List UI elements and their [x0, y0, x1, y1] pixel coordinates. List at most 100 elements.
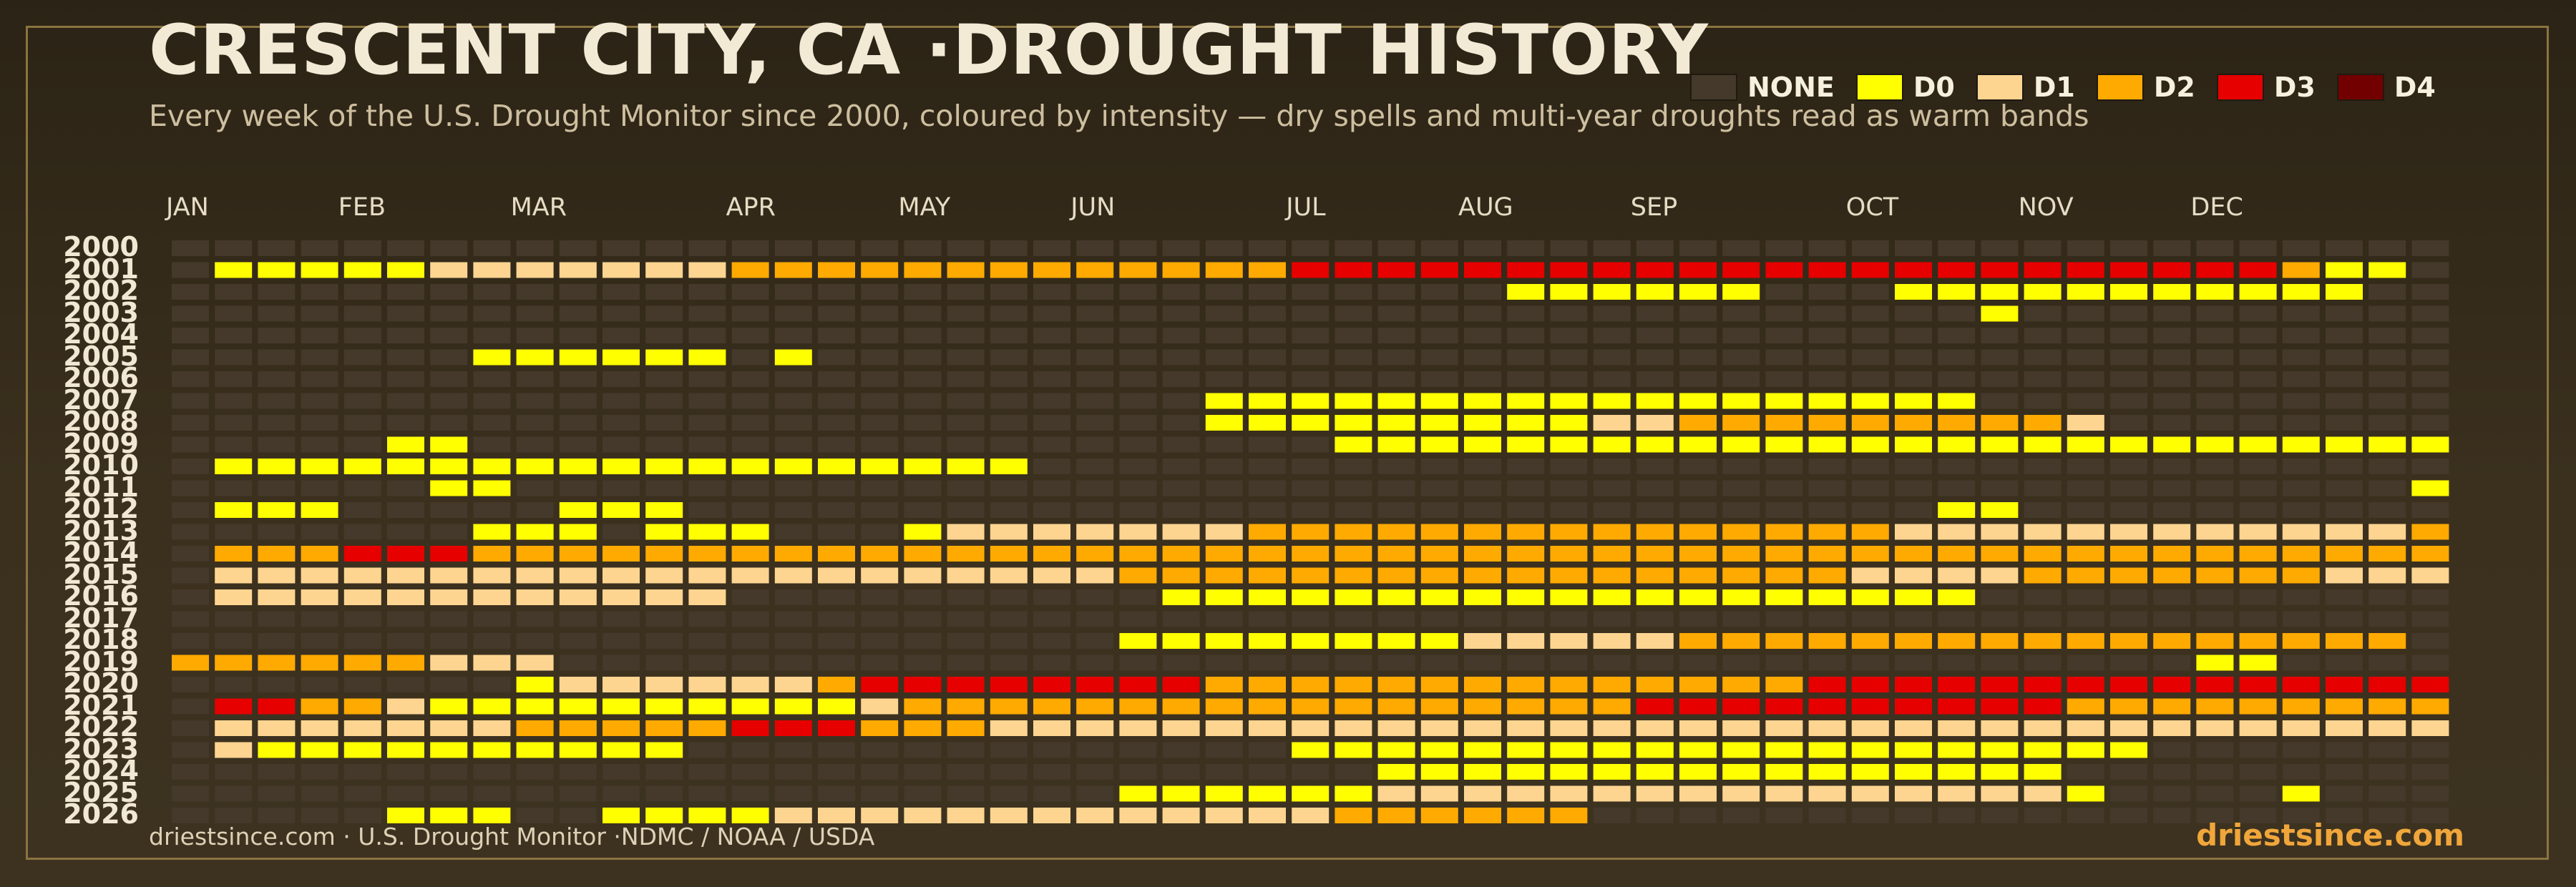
week-cell — [2067, 393, 2104, 409]
week-cell — [1292, 524, 1330, 540]
week-cell — [645, 546, 683, 562]
week-cell — [2239, 262, 2277, 278]
week-cell — [215, 436, 253, 453]
week-cell — [1249, 459, 1286, 474]
week-cell — [645, 502, 683, 518]
week-cell — [1938, 305, 1976, 322]
week-cell — [1981, 262, 2019, 278]
month-label-aug: AUG — [1458, 193, 1513, 222]
week-cell — [1420, 502, 1458, 518]
week-cell — [1205, 633, 1243, 649]
week-cell — [301, 633, 338, 649]
week-cell — [947, 633, 985, 649]
week-cell — [1636, 328, 1674, 343]
week-cell — [861, 655, 899, 671]
week-cell — [2326, 459, 2363, 474]
week-cell — [2411, 589, 2449, 605]
week-cell — [1765, 240, 1803, 256]
month-label-may: MAY — [898, 193, 951, 222]
week-cell — [2067, 262, 2104, 278]
year-label-2006: 2006 — [63, 362, 139, 393]
week-cell — [688, 459, 726, 474]
week-cell — [731, 502, 769, 518]
week-cell — [1292, 764, 1330, 780]
week-cell — [1420, 436, 1458, 453]
week-cell — [258, 589, 296, 605]
week-cell — [1292, 305, 1330, 322]
week-cell — [774, 415, 812, 431]
week-cell — [904, 742, 942, 758]
week-cell — [2067, 698, 2104, 715]
legend-label-d2: D2 — [2153, 72, 2195, 103]
week-cell — [731, 764, 769, 780]
week-cell — [645, 349, 683, 366]
week-cell — [688, 764, 726, 780]
week-cell — [1507, 262, 1545, 278]
week-cell — [1938, 393, 1976, 409]
week-cell — [904, 567, 942, 584]
week-cell — [990, 633, 1028, 649]
week-cell — [1722, 742, 1760, 758]
week-cell — [1550, 567, 1588, 584]
week-cell — [343, 480, 381, 496]
week-cell — [1076, 415, 1114, 431]
week-cell — [1033, 328, 1070, 343]
week-cell — [430, 785, 468, 802]
week-cell — [1292, 611, 1330, 627]
week-cell — [1076, 742, 1114, 758]
week-cell — [215, 764, 253, 780]
week-cell — [2067, 371, 2104, 387]
week-cell — [2326, 349, 2363, 366]
week-cell — [2239, 393, 2277, 409]
week-cell — [2368, 567, 2406, 584]
week-cell — [2153, 698, 2191, 715]
week-cell — [1205, 240, 1243, 256]
week-cell — [904, 502, 942, 518]
week-cell — [1593, 808, 1631, 823]
week-cell — [861, 677, 899, 692]
week-cell — [343, 698, 381, 715]
week-cell — [2067, 764, 2104, 780]
week-cell — [172, 698, 209, 715]
week-cell — [1335, 415, 1372, 431]
week-cell — [1420, 393, 1458, 409]
week-cell — [1335, 371, 1372, 387]
week-cell — [2411, 459, 2449, 474]
brand-link[interactable]: driestsince.com — [2196, 818, 2464, 853]
week-cell — [1550, 524, 1588, 540]
week-cell — [1377, 480, 1415, 496]
week-cell — [1249, 567, 1286, 584]
week-cell — [818, 742, 855, 758]
week-cell — [215, 459, 253, 474]
week-cell — [258, 633, 296, 649]
week-cell — [2153, 240, 2191, 256]
week-cell — [1162, 611, 1200, 627]
week-cell — [645, 655, 683, 671]
week-cell — [731, 546, 769, 562]
week-cell — [1722, 677, 1760, 692]
week-cell — [559, 328, 597, 343]
week-cell — [387, 262, 424, 278]
week-cell — [559, 305, 597, 322]
week-cell — [559, 742, 597, 758]
week-cell — [1162, 655, 1200, 671]
week-cell — [2153, 764, 2191, 780]
week-cell — [1507, 720, 1545, 736]
week-cell — [1895, 698, 1932, 715]
week-cell — [731, 808, 769, 823]
week-cell — [2282, 415, 2320, 431]
week-cell — [1076, 371, 1114, 387]
week-cell — [2153, 502, 2191, 518]
week-cell — [688, 524, 726, 540]
week-cell — [688, 698, 726, 715]
legend-swatch-d3 — [2216, 74, 2264, 101]
year-label-2019: 2019 — [63, 645, 139, 677]
week-cell — [774, 284, 812, 300]
legend-label-d1: D1 — [2033, 72, 2075, 103]
week-cell — [645, 698, 683, 715]
week-cell — [1765, 546, 1803, 562]
week-cell — [559, 502, 597, 518]
week-cell — [1981, 328, 2019, 343]
week-cell — [1895, 785, 1932, 802]
week-cell — [818, 262, 855, 278]
